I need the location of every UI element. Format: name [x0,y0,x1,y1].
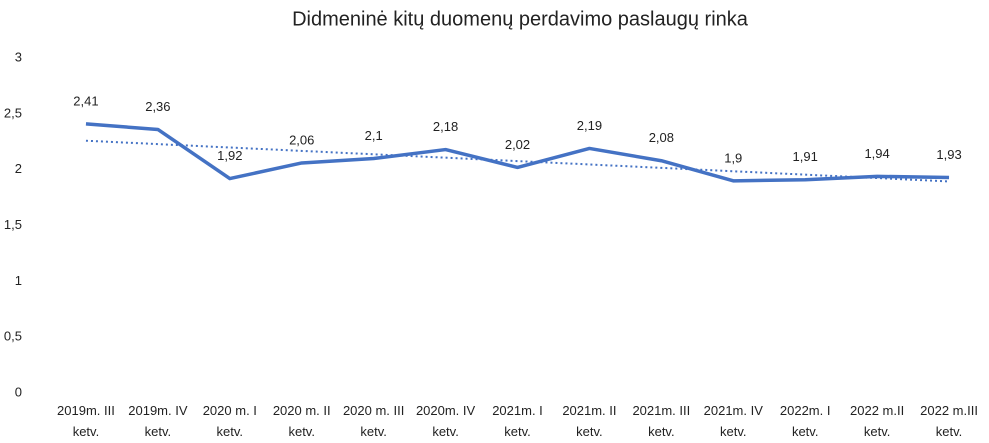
data-label: 2,19 [577,118,602,133]
y-tick-label: 1 [15,273,22,288]
data-label: 1,92 [217,148,242,163]
x-tick-label: 2020 m. I ketv. [203,403,257,439]
x-tick-label: 2019m. IV ketv. [128,403,188,439]
x-tick-line: 2021m. II [562,403,616,418]
data-label: 1,91 [793,149,818,164]
x-tick-label: 2020m. IV ketv. [416,403,476,439]
x-tick-label: 2022 m.III ketv. [920,403,978,439]
x-tick-line: ketv. [432,424,459,439]
y-tick-label: 2 [15,161,22,176]
x-tick-line: 2020m. IV [416,403,476,418]
x-tick-label: 2022m. I ketv. [780,403,831,439]
x-tick-label: 2019m. III ketv. [57,403,115,439]
data-label: 2,36 [145,99,170,114]
data-label: 2,1 [365,128,383,143]
y-tick-label: 1,5 [4,217,22,232]
x-tick-label: 2021m. I ketv. [492,403,543,439]
y-tick-label: 3 [15,49,22,64]
x-tick-label: 2020 m. III ketv. [343,403,404,439]
y-tick-label: 2,5 [4,105,22,120]
x-tick-line: ketv. [504,424,531,439]
y-tick-label: 0 [15,384,22,399]
data-line [85,122,950,183]
x-tick-line: ketv. [145,424,172,439]
data-label: 2,18 [433,119,458,134]
x-tick-label: 2022 m.II ketv. [850,403,904,439]
x-tick-line: 2022 m.III [920,403,978,418]
chart-title: Didmeninė kitų duomenų perdavimo paslaug… [292,8,749,30]
x-tick-line: ketv. [936,424,963,439]
x-tick-line: 2019m. III [57,403,115,418]
x-tick-line: ketv. [648,424,675,439]
data-label: 1,9 [724,150,742,165]
x-tick-line: ketv. [360,424,387,439]
x-tick-line: ketv. [73,424,100,439]
trendline [85,139,950,183]
data-label: 2,08 [649,130,674,145]
x-tick-line: ketv. [720,424,747,439]
data-label: 2,41 [73,93,98,108]
x-tick-line: 2021m. IV [704,403,764,418]
x-tick-line: ketv. [864,424,891,439]
x-tick-line: ketv. [217,424,244,439]
x-tick-line: 2019m. IV [128,403,188,418]
x-tick-line: ketv. [288,424,315,439]
x-tick-line: 2022m. I [780,403,831,418]
data-label: 1,93 [936,147,961,162]
x-tick-label: 2020 m. II ketv. [273,403,331,439]
data-label: 1,94 [864,146,889,161]
x-tick-label: 2021m. II ketv. [562,403,616,439]
x-tick-line: 2020 m. III [343,403,404,418]
data-label: 2,06 [289,132,314,147]
x-tick-line: ketv. [792,424,819,439]
x-tick-line: 2020 m. I [203,403,257,418]
y-tick-label: 0,5 [4,329,22,344]
x-tick-line: 2021m. III [632,403,690,418]
x-tick-line: 2022 m.II [850,403,904,418]
x-tick-label: 2021m. III ketv. [632,403,690,439]
data-label: 2,02 [505,137,530,152]
x-tick-line: 2020 m. II [273,403,331,418]
x-tick-line: 2021m. I [492,403,543,418]
x-tick-line: ketv. [576,424,603,439]
x-tick-label: 2021m. IV ketv. [704,403,764,439]
